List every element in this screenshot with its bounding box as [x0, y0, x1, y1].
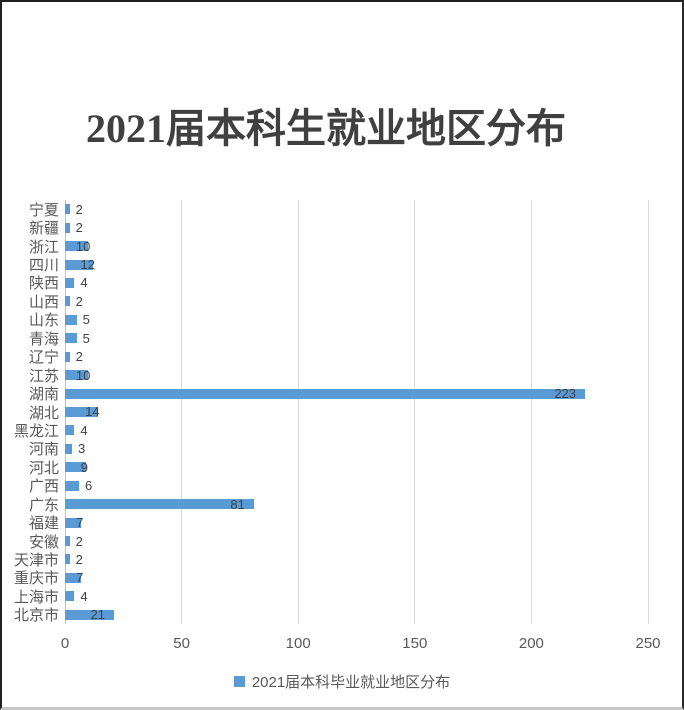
bar	[65, 388, 586, 399]
value-label: 4	[80, 275, 88, 291]
bar	[65, 609, 114, 620]
value-label: 4	[80, 588, 88, 604]
category-label: 陕西	[28, 275, 59, 293]
x-tick-label: 100	[285, 635, 311, 652]
value-label: 14	[85, 404, 100, 420]
value-label: 12	[80, 257, 95, 272]
gridline	[297, 200, 299, 624]
value-label: 10	[75, 367, 91, 383]
category-label: 江苏	[28, 367, 59, 385]
category-label: 山西	[28, 293, 59, 311]
category-label: 安徽	[28, 533, 59, 551]
category-label: 青海	[28, 330, 59, 348]
bar	[65, 351, 70, 362]
category-label: 新疆	[28, 220, 59, 238]
legend-swatch-icon	[233, 676, 245, 687]
bar	[65, 259, 93, 270]
value-label: 2	[75, 551, 83, 567]
gridline	[414, 200, 416, 624]
category-label: 河南	[28, 441, 59, 459]
category-label: 广西	[28, 478, 59, 496]
x-tick-label: 0	[60, 635, 70, 652]
gridline	[530, 200, 532, 624]
category-label: 浙江	[28, 238, 59, 256]
x-tick-label: 150	[402, 635, 428, 652]
value-label: 81	[230, 496, 245, 512]
x-tick-label: 200	[518, 635, 544, 652]
x-tick-label: 250	[635, 635, 661, 652]
gridline	[181, 200, 183, 624]
legend-label: 2021届本科毕业就业地区分布	[251, 674, 451, 691]
value-label: 2	[75, 533, 83, 549]
bar	[65, 314, 77, 325]
bar	[65, 296, 70, 307]
category-label: 广东	[28, 496, 59, 514]
category-label: 四川	[28, 257, 59, 275]
category-label: 上海市	[13, 588, 59, 606]
bar	[65, 204, 70, 215]
value-label: 3	[77, 441, 86, 457]
value-label: 9	[80, 459, 88, 475]
value-label: 7	[76, 515, 84, 531]
value-label: 10	[75, 238, 91, 254]
category-label: 湖南	[28, 386, 59, 404]
value-label: 2	[75, 349, 83, 365]
category-label: 福建	[28, 515, 59, 533]
bar	[65, 333, 77, 344]
category-label: 北京市	[13, 607, 59, 625]
value-label: 7	[76, 570, 84, 586]
category-label: 湖北	[28, 404, 59, 422]
chart-title: 2021届本科生就业地区分布	[86, 106, 566, 151]
bar	[65, 536, 70, 547]
value-label: 4	[80, 422, 88, 438]
category-label: 辽宁	[28, 349, 59, 367]
bar	[65, 370, 89, 381]
category-label: 黑龙江	[13, 422, 59, 440]
value-label: 6	[84, 478, 93, 494]
bar	[65, 443, 72, 454]
bar	[65, 425, 75, 436]
bar	[65, 407, 98, 417]
value-label: 5	[82, 312, 90, 328]
value-label: 223	[554, 386, 577, 402]
category-label: 宁夏	[28, 201, 59, 219]
bar	[65, 572, 82, 583]
category-label: 天津市	[13, 551, 59, 569]
category-label: 山东	[28, 312, 59, 330]
value-label: 2	[75, 201, 83, 217]
bar	[65, 554, 70, 565]
bar	[65, 241, 89, 252]
gridline	[647, 200, 649, 624]
bar	[65, 517, 82, 528]
bar	[65, 222, 70, 233]
value-label: 2	[75, 293, 83, 309]
bar	[65, 462, 86, 473]
bar	[65, 499, 254, 510]
value-label: 5	[82, 330, 90, 346]
category-label: 重庆市	[13, 570, 59, 588]
value-label: 21	[90, 607, 105, 623]
value-label: 2	[75, 220, 83, 236]
legend: 2021届本科毕业就业地区分布	[2, 671, 682, 692]
bar	[65, 277, 75, 288]
bar	[65, 480, 79, 491]
category-label: 河北	[28, 459, 59, 477]
x-tick-label: 50	[173, 635, 190, 652]
bar	[65, 591, 75, 602]
